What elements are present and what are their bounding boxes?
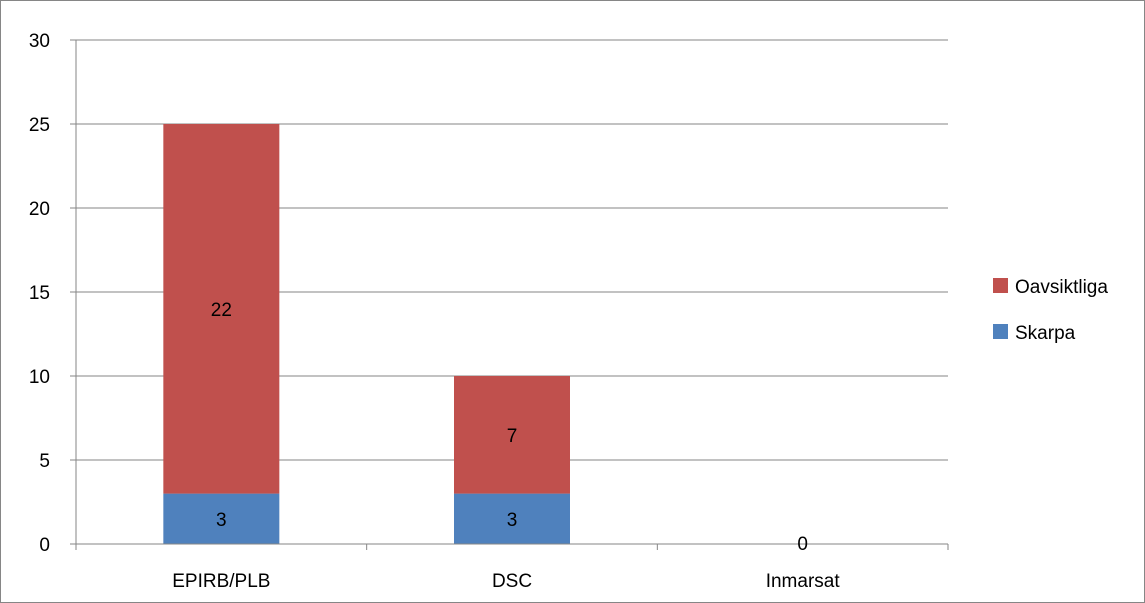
x-tick-label-1: DSC	[492, 571, 532, 592]
axes	[70, 39, 949, 550]
bar-skarpa-0	[163, 493, 280, 544]
bar-oavsiktliga-0	[163, 124, 280, 494]
y-tick-label-0: 0	[39, 535, 50, 556]
x-tick-label-2: Inmarsat	[766, 571, 841, 592]
x-tick-label-0: EPIRB/PLB	[172, 571, 270, 592]
bars	[163, 124, 570, 544]
legend-swatch-oavsiktliga	[993, 278, 1008, 293]
data-label-0: 3	[216, 510, 227, 531]
data-label-4: 0	[797, 534, 808, 555]
y-tick-label-25: 25	[29, 115, 50, 136]
data-labels: 3 3 22 7 0	[211, 300, 808, 555]
legend-label-oavsiktliga: Oavsiktliga	[1015, 277, 1108, 298]
legend-label-skarpa: Skarpa	[1015, 323, 1076, 344]
bar-oavsiktliga-1	[454, 376, 570, 494]
data-label-3: 7	[507, 426, 518, 447]
y-tick-label-30: 30	[29, 31, 50, 52]
x-tick-labels: EPIRB/PLB DSC Inmarsat	[172, 571, 840, 592]
y-tick-label-20: 20	[29, 199, 50, 220]
legend-swatch-skarpa	[993, 324, 1008, 339]
y-tick-labels: 0 5 10 15 20 25 30	[29, 31, 50, 556]
y-tick-label-5: 5	[39, 451, 50, 472]
bar-skarpa-1	[454, 493, 570, 544]
y-tick-label-15: 15	[29, 283, 50, 304]
data-label-2: 22	[211, 300, 232, 321]
y-tick-label-10: 10	[29, 367, 50, 388]
legend: Oavsiktliga Skarpa	[993, 277, 1108, 344]
data-label-1: 3	[507, 510, 518, 531]
